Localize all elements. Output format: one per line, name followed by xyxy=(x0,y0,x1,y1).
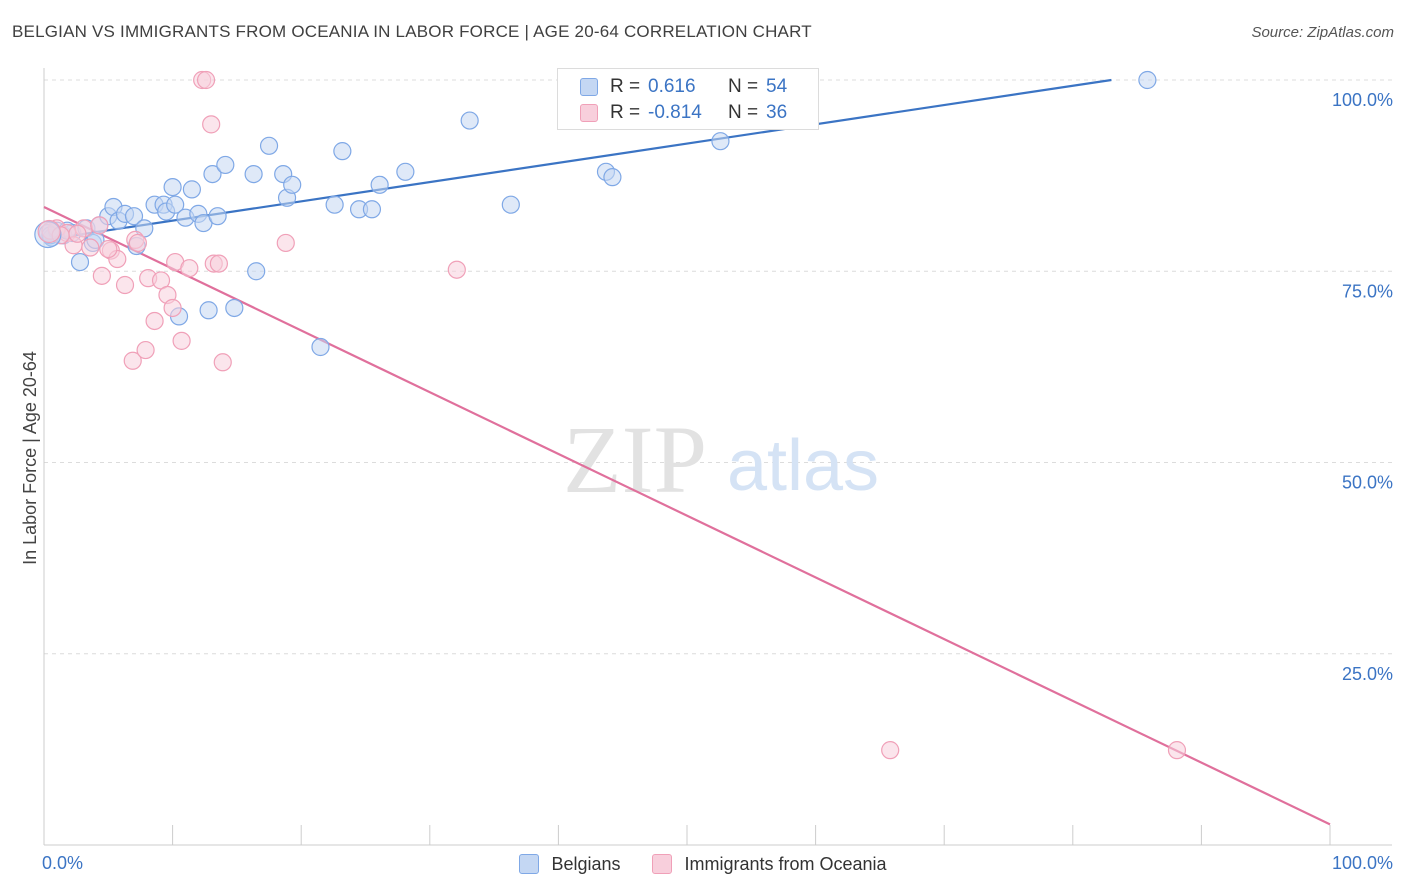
belgians-legend-swatch xyxy=(519,854,540,874)
oceania-point xyxy=(163,298,182,318)
belgians-swatch xyxy=(580,78,598,96)
belgians-point xyxy=(163,178,182,197)
belgians-point xyxy=(244,164,263,184)
oceania-trend-line xyxy=(43,205,1331,826)
belgians-point xyxy=(166,195,185,214)
r-label: R = xyxy=(610,102,641,123)
gridlines xyxy=(44,79,1392,655)
legend-item-belgians[interactable]: Belgians xyxy=(519,854,620,875)
oceania-point xyxy=(172,331,191,350)
stats-legend: R = 0.616 N = 54 R = -0.814 N = 36 xyxy=(557,68,819,130)
watermark-atlas: atlas xyxy=(727,426,879,506)
belgians-point xyxy=(460,111,479,130)
belgians-point xyxy=(247,262,266,281)
r-value: -0.814 xyxy=(648,102,702,123)
x-tick-label: 0.0% xyxy=(42,853,83,873)
oceania-point xyxy=(115,275,135,295)
y-axis-label: In Labor Force | Age 20-64 xyxy=(20,351,40,565)
belgians-point xyxy=(603,168,622,187)
n-value: 54 xyxy=(766,76,788,97)
n-label: N = xyxy=(728,102,759,123)
r-label: R = xyxy=(610,76,641,97)
oceania-point xyxy=(209,254,228,273)
belgians-point xyxy=(203,164,222,184)
stats-row-belgians: R = 0.616 N = 54 xyxy=(580,75,787,99)
y-tick-label: 100.0% xyxy=(1332,90,1393,110)
r-value: 0.616 xyxy=(648,76,696,97)
oceania-point xyxy=(447,260,466,279)
series-legend: Belgians Immigrants from Oceania xyxy=(0,851,1406,877)
belgians-point xyxy=(199,301,218,320)
belgians-point xyxy=(396,162,415,181)
oceania-point xyxy=(213,353,232,372)
oceania-point xyxy=(37,219,61,244)
watermark: ZIP atlas xyxy=(563,406,879,513)
oceania-point xyxy=(180,259,199,278)
oceania-point xyxy=(136,340,155,360)
legend-label-belgians: Belgians xyxy=(551,853,621,874)
stats-row-oceania: R = -0.814 N = 36 xyxy=(580,101,787,125)
n-value: 36 xyxy=(766,102,788,123)
oceania-point xyxy=(128,233,147,253)
belgians-point xyxy=(70,252,90,272)
oceania-point xyxy=(90,216,109,235)
source-note: Source: ZipAtlas.com xyxy=(1251,24,1394,41)
belgians-point xyxy=(370,175,389,194)
belgians-point xyxy=(1138,70,1157,90)
legend-label-oceania: Immigrants from Oceania xyxy=(684,853,887,874)
oceania-swatch xyxy=(580,104,598,122)
y-tick-label: 75.0% xyxy=(1342,281,1393,301)
oceania-point xyxy=(881,741,900,760)
chart-title: BELGIAN VS IMMIGRANTS FROM OCEANIA IN LA… xyxy=(12,22,812,41)
belgians-point xyxy=(333,142,352,161)
belgians-point xyxy=(182,180,201,199)
y-tick-label: 25.0% xyxy=(1342,664,1393,684)
y-tick-label: 50.0% xyxy=(1342,473,1393,493)
axis-labels: In Labor Force | Age 20-64 25.0% 50.0% 75.… xyxy=(20,90,1393,873)
watermark-zip: ZIP xyxy=(563,406,707,513)
belgians-point xyxy=(259,136,279,155)
belgians-point xyxy=(283,175,302,194)
oceania-point xyxy=(99,239,118,259)
oceania-point xyxy=(92,266,111,285)
belgians-point xyxy=(208,207,227,226)
n-label: N = xyxy=(728,76,759,97)
x-tick-label: 100.0% xyxy=(1332,853,1393,873)
oceania-point xyxy=(68,224,87,243)
belgians-point xyxy=(362,200,382,219)
oceania-point xyxy=(196,70,216,90)
belgians-point xyxy=(124,207,144,226)
oceania-point xyxy=(276,233,295,253)
oceania-point xyxy=(1167,741,1187,760)
oceania-point xyxy=(123,351,142,370)
belgians-point xyxy=(216,155,235,175)
belgians-point xyxy=(311,337,330,357)
axes xyxy=(43,68,1392,846)
belgians-point xyxy=(711,132,730,151)
oceania-legend-swatch xyxy=(652,854,673,874)
belgians-point xyxy=(501,195,520,214)
belgians-point xyxy=(225,298,244,318)
legend-item-oceania[interactable]: Immigrants from Oceania xyxy=(652,853,887,875)
oceania-point xyxy=(145,311,164,331)
data-points xyxy=(34,70,1187,760)
oceania-point xyxy=(202,115,221,134)
belgians-point xyxy=(325,195,344,214)
oceania-point xyxy=(81,238,100,257)
